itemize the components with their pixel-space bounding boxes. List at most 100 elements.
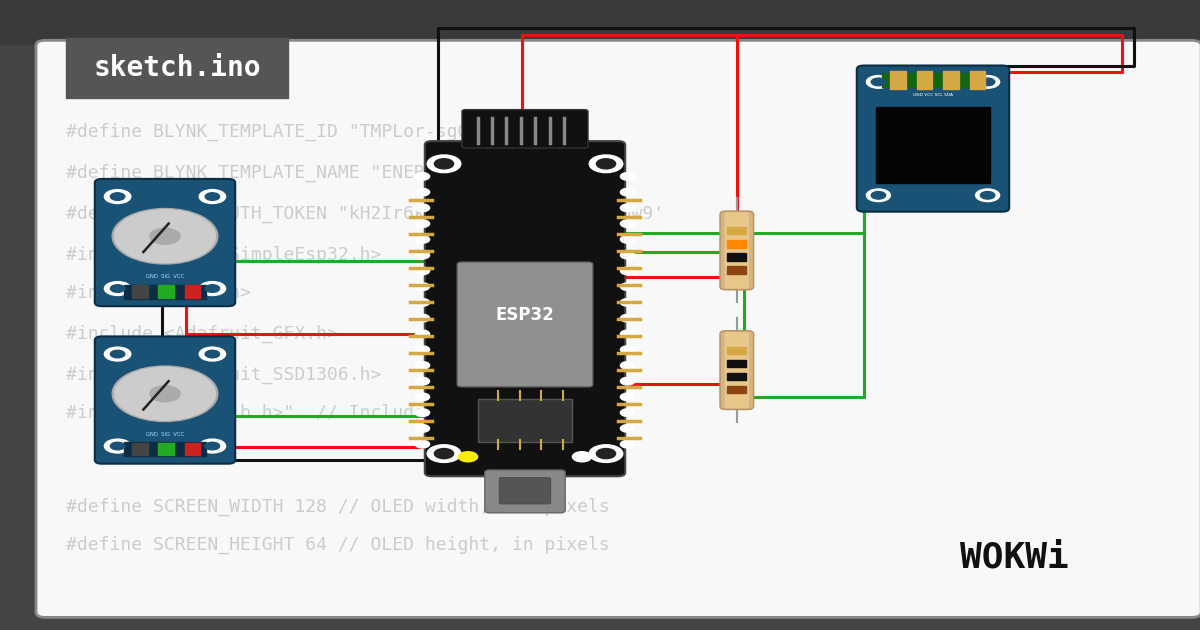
Circle shape <box>620 409 635 416</box>
Bar <box>727 253 746 261</box>
Circle shape <box>620 362 635 369</box>
Circle shape <box>620 314 635 322</box>
Circle shape <box>976 76 1000 88</box>
Circle shape <box>620 204 635 212</box>
Bar <box>727 373 746 381</box>
Text: #include <Adafruit_SSD1306.h>: #include <Adafruit_SSD1306.h> <box>66 366 382 384</box>
FancyBboxPatch shape <box>478 399 572 442</box>
Bar <box>727 227 746 234</box>
Bar <box>890 71 906 89</box>
Circle shape <box>110 442 125 450</box>
Bar <box>158 285 174 298</box>
Bar <box>727 386 746 393</box>
Circle shape <box>115 210 216 263</box>
Text: #include <Adafruit_GFX.h>: #include <Adafruit_GFX.h> <box>66 325 338 343</box>
Circle shape <box>866 189 890 202</box>
Text: GND  SIG  VCC: GND SIG VCC <box>146 432 184 437</box>
Circle shape <box>596 449 616 459</box>
Circle shape <box>871 192 886 199</box>
Text: #include <EmonLib.h>"  // Include Emon Library: #include <EmonLib.h>" // Include Emon Li… <box>66 404 566 421</box>
Circle shape <box>589 445 623 462</box>
Circle shape <box>596 159 616 169</box>
Circle shape <box>110 193 125 200</box>
Circle shape <box>620 220 635 227</box>
FancyBboxPatch shape <box>95 179 235 306</box>
Circle shape <box>415 346 430 353</box>
Text: sketch.ino: sketch.ino <box>94 54 260 82</box>
Bar <box>185 443 200 455</box>
FancyBboxPatch shape <box>462 110 588 148</box>
Circle shape <box>589 155 623 173</box>
Circle shape <box>113 209 218 264</box>
Circle shape <box>199 439 226 453</box>
Circle shape <box>620 251 635 259</box>
FancyBboxPatch shape <box>95 336 235 464</box>
Text: GND VCC SCL SDA: GND VCC SCL SDA <box>913 93 953 97</box>
FancyBboxPatch shape <box>725 212 749 289</box>
Circle shape <box>415 362 430 369</box>
Text: GND  SIG  VCC: GND SIG VCC <box>146 274 184 279</box>
Circle shape <box>427 445 461 462</box>
Bar <box>970 71 985 89</box>
Bar <box>124 285 206 299</box>
Text: #define SCREEN_HEIGHT 64 // OLED height, in pixels: #define SCREEN_HEIGHT 64 // OLED height,… <box>66 536 610 554</box>
Bar <box>917 71 932 89</box>
Circle shape <box>415 377 430 385</box>
Circle shape <box>620 425 635 432</box>
Circle shape <box>415 440 430 448</box>
FancyBboxPatch shape <box>485 470 565 513</box>
Circle shape <box>415 283 430 290</box>
Circle shape <box>871 78 886 86</box>
Bar <box>132 443 148 455</box>
Bar <box>132 285 148 298</box>
Bar <box>943 71 959 89</box>
Circle shape <box>104 439 131 453</box>
Circle shape <box>620 236 635 243</box>
FancyBboxPatch shape <box>499 478 551 504</box>
Circle shape <box>572 452 592 462</box>
Circle shape <box>434 159 454 169</box>
Circle shape <box>115 367 216 420</box>
Text: #define BLYNK_AUTH_TOKEN "kH2Ir6kHvgNEfmsxprPT0qymWpw9': #define BLYNK_AUTH_TOKEN "kH2Ir6kHvgNEfm… <box>66 205 664 223</box>
Bar <box>882 73 984 87</box>
Circle shape <box>866 76 890 88</box>
Circle shape <box>104 282 131 295</box>
Circle shape <box>415 173 430 180</box>
FancyBboxPatch shape <box>857 66 1009 212</box>
Text: WOKWi: WOKWi <box>960 541 1068 575</box>
Text: #define SCREEN_WIDTH 128 // OLED width,  in pixels: #define SCREEN_WIDTH 128 // OLED width, … <box>66 498 610 516</box>
Bar <box>66 38 288 98</box>
Circle shape <box>620 393 635 401</box>
Circle shape <box>415 425 430 432</box>
Circle shape <box>620 188 635 196</box>
Circle shape <box>415 393 430 401</box>
Circle shape <box>415 220 430 227</box>
Circle shape <box>620 173 635 180</box>
Bar <box>158 443 174 455</box>
FancyBboxPatch shape <box>720 211 754 290</box>
Circle shape <box>620 346 635 353</box>
Text: #include <BlynkSimpleEsp32.h>: #include <BlynkSimpleEsp32.h> <box>66 246 382 264</box>
Circle shape <box>427 155 461 173</box>
Circle shape <box>199 347 226 361</box>
Circle shape <box>199 190 226 203</box>
Circle shape <box>104 190 131 203</box>
FancyBboxPatch shape <box>425 141 625 476</box>
Bar <box>876 107 990 183</box>
Circle shape <box>976 189 1000 202</box>
FancyBboxPatch shape <box>725 332 749 408</box>
Bar <box>0 0 1200 44</box>
FancyBboxPatch shape <box>36 40 1200 617</box>
Text: #define BLYNK_TEMPLATE_NAME "ENERGY METER": #define BLYNK_TEMPLATE_NAME "ENERGY METE… <box>66 164 523 182</box>
Circle shape <box>205 350 220 358</box>
Circle shape <box>205 442 220 450</box>
Bar <box>124 442 206 456</box>
Circle shape <box>980 78 995 86</box>
Bar <box>727 360 746 367</box>
Text: #define BLYNK_TEMPLATE_ID "TMPLor-sgG6jr": #define BLYNK_TEMPLATE_ID "TMPLor-sgG6jr… <box>66 123 512 141</box>
Circle shape <box>415 409 430 416</box>
Text: ESP32: ESP32 <box>496 306 554 324</box>
Circle shape <box>434 449 454 459</box>
Circle shape <box>620 299 635 306</box>
Circle shape <box>205 193 220 200</box>
